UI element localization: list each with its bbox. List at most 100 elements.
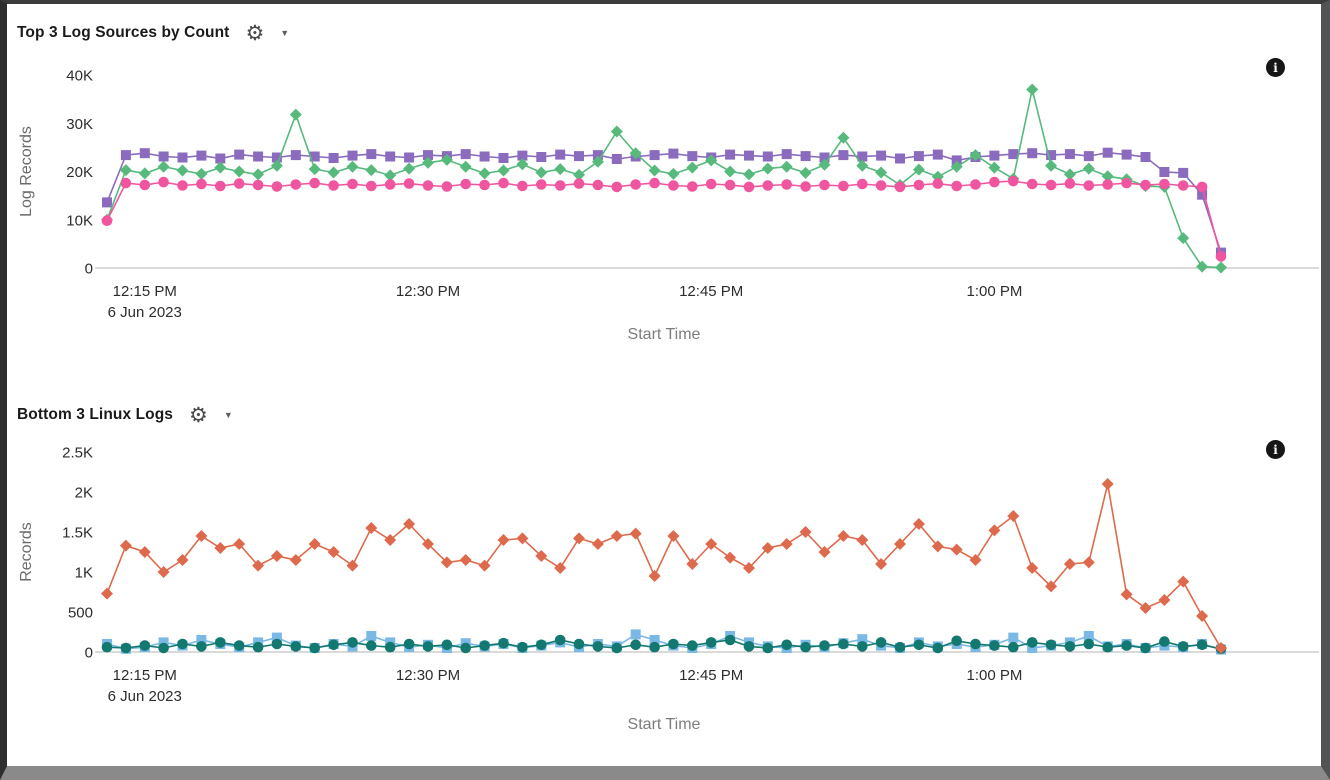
data-point-marker[interactable]	[969, 554, 982, 566]
data-point-marker[interactable]	[857, 178, 868, 190]
gear-icon[interactable]: ⚙	[245, 21, 265, 45]
data-point-marker[interactable]	[101, 641, 113, 653]
data-point-marker[interactable]	[781, 179, 792, 190]
data-point-marker[interactable]	[440, 556, 453, 569]
data-point-marker[interactable]	[780, 160, 793, 173]
data-point-marker[interactable]	[366, 631, 377, 641]
data-point-marker[interactable]	[328, 153, 339, 163]
data-point-marker[interactable]	[1215, 261, 1227, 274]
data-point-marker[interactable]	[365, 164, 378, 177]
data-point-marker[interactable]	[327, 546, 340, 558]
data-point-marker[interactable]	[1140, 179, 1151, 191]
data-point-marker[interactable]	[196, 150, 207, 161]
data-point-marker[interactable]	[895, 153, 905, 164]
data-point-marker[interactable]	[517, 150, 528, 161]
data-point-marker[interactable]	[214, 542, 227, 554]
data-point-marker[interactable]	[969, 149, 982, 162]
data-point-marker[interactable]	[800, 181, 811, 192]
data-point-marker[interactable]	[196, 178, 207, 190]
data-point-marker[interactable]	[536, 179, 547, 190]
data-point-marker[interactable]	[1140, 152, 1151, 162]
data-point-marker[interactable]	[573, 638, 585, 650]
data-point-marker[interactable]	[554, 634, 566, 646]
data-point-marker[interactable]	[177, 180, 188, 191]
data-point-marker[interactable]	[1064, 178, 1076, 189]
data-point-marker[interactable]	[838, 150, 849, 161]
data-point-marker[interactable]	[384, 534, 397, 546]
data-point-marker[interactable]	[649, 177, 660, 189]
data-point-marker[interactable]	[234, 149, 245, 160]
data-point-marker[interactable]	[970, 638, 981, 650]
data-point-marker[interactable]	[876, 150, 887, 161]
data-point-marker[interactable]	[781, 639, 792, 651]
data-point-marker[interactable]	[912, 518, 925, 530]
data-point-marker[interactable]	[932, 642, 944, 654]
data-point-marker[interactable]	[649, 635, 660, 645]
data-point-marker[interactable]	[724, 551, 737, 564]
data-point-marker[interactable]	[1101, 478, 1114, 490]
data-point-marker[interactable]	[591, 538, 604, 550]
data-point-marker[interactable]	[233, 640, 245, 651]
data-point-marker[interactable]	[1197, 189, 1208, 200]
data-point-marker[interactable]	[554, 163, 567, 176]
data-point-marker[interactable]	[1045, 159, 1058, 172]
data-point-marker[interactable]	[951, 635, 962, 647]
data-point-marker[interactable]	[384, 641, 396, 653]
data-point-marker[interactable]	[648, 570, 661, 582]
data-point-marker[interactable]	[215, 180, 226, 192]
data-point-marker[interactable]	[668, 148, 679, 159]
data-point-marker[interactable]	[780, 538, 793, 550]
data-point-marker[interactable]	[516, 532, 529, 545]
data-point-marker[interactable]	[1063, 558, 1076, 570]
data-point-marker[interactable]	[1177, 575, 1190, 588]
data-point-marker[interactable]	[536, 639, 547, 651]
data-point-marker[interactable]	[573, 532, 585, 545]
data-point-marker[interactable]	[422, 641, 434, 652]
data-point-marker[interactable]	[158, 642, 169, 654]
data-point-marker[interactable]	[989, 150, 1000, 161]
data-point-marker[interactable]	[403, 178, 415, 189]
data-point-marker[interactable]	[951, 180, 962, 192]
data-point-marker[interactable]	[233, 538, 246, 550]
series-teal-circles[interactable]	[101, 634, 1227, 655]
data-point-marker[interactable]	[1026, 637, 1038, 648]
data-point-marker[interactable]	[214, 161, 227, 174]
data-point-marker[interactable]	[610, 125, 623, 138]
data-point-marker[interactable]	[1008, 641, 1019, 653]
data-point-marker[interactable]	[686, 558, 699, 570]
data-point-marker[interactable]	[894, 641, 906, 653]
data-point-marker[interactable]	[1027, 148, 1038, 159]
data-point-marker[interactable]	[233, 178, 245, 189]
data-point-marker[interactable]	[1083, 151, 1094, 162]
data-point-marker[interactable]	[479, 640, 490, 651]
data-point-marker[interactable]	[799, 166, 812, 179]
top-chart-plot[interactable]: 0 10K 20K 30K 40K Log Records 12:15 PM 6 Jun 20…	[7, 50, 1321, 322]
data-point-marker[interactable]	[516, 158, 529, 171]
data-point-marker[interactable]	[989, 176, 1000, 188]
data-point-marker[interactable]	[1007, 510, 1020, 522]
data-point-marker[interactable]	[857, 641, 868, 652]
data-point-marker[interactable]	[799, 526, 812, 538]
data-point-marker[interactable]	[913, 151, 924, 162]
data-point-marker[interactable]	[800, 151, 811, 162]
data-point-marker[interactable]	[479, 179, 490, 191]
data-point-marker[interactable]	[536, 152, 547, 162]
data-point-marker[interactable]	[422, 538, 434, 550]
data-point-marker[interactable]	[1196, 181, 1208, 193]
data-point-marker[interactable]	[630, 629, 641, 640]
data-point-marker[interactable]	[346, 160, 359, 173]
data-point-marker[interactable]	[1026, 562, 1039, 574]
data-point-marker[interactable]	[1082, 556, 1095, 569]
data-point-marker[interactable]	[781, 149, 792, 160]
data-point-marker[interactable]	[101, 215, 113, 226]
data-point-marker[interactable]	[252, 168, 265, 181]
data-point-marker[interactable]	[177, 152, 188, 163]
data-point-marker[interactable]	[667, 530, 680, 542]
data-point-marker[interactable]	[1102, 641, 1113, 653]
data-point-marker[interactable]	[385, 151, 396, 162]
data-point-marker[interactable]	[1008, 149, 1019, 160]
data-point-marker[interactable]	[253, 151, 264, 162]
data-point-marker[interactable]	[252, 179, 264, 191]
series-lightblue-squares[interactable]	[102, 629, 1226, 655]
data-point-marker[interactable]	[1215, 642, 1227, 654]
